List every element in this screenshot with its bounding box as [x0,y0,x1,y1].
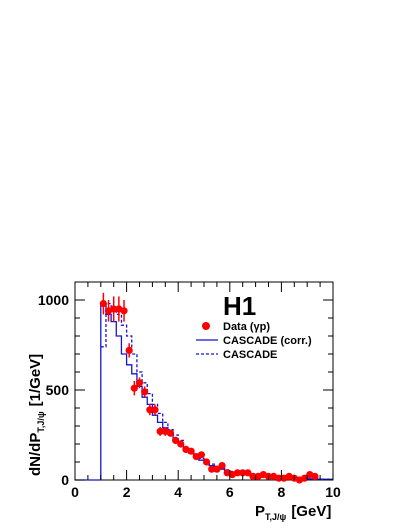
data-point [156,427,164,435]
x-tick-label: 6 [226,484,234,500]
data-point [208,465,216,473]
data-point [244,469,252,477]
legend: Data (γp) CASCADE (corr.) CASCADE [196,321,312,361]
data-point [187,447,195,455]
x-axis-title-sub: T,J/ψ [265,512,287,522]
data-point [202,458,211,466]
x-tick-label: 4 [174,484,182,500]
data-point [311,472,319,480]
data-point [239,469,247,477]
data-point [249,472,257,480]
data-point [110,305,118,313]
data-point [172,436,180,444]
legend-cascade-label: CASCADE [223,349,277,361]
x-tick-label: 10 [325,484,341,500]
data-point [197,451,206,459]
legend-cascade-corr-label: CASCADE (corr.) [223,335,312,347]
y-axis-title: dN/dPT,J/ψ [1/GeV] [27,354,46,476]
x-tick-label: 8 [278,484,286,500]
x-axis-title-main: P [255,503,265,520]
data-point [166,429,175,437]
x-axis-title: PT,J/ψ [GeV] [255,503,331,522]
x-tick-label: 0 [71,484,79,500]
data-point [120,307,128,315]
legend-data-label: Data (γp) [223,321,270,333]
data-points [99,292,319,484]
y-axis-ticks: 0 500 1000 [38,281,333,488]
x-axis-title-unit: [GeV] [291,503,331,520]
data-point [146,406,154,414]
data-point [141,388,149,396]
legend-data-marker [202,322,210,330]
data-point [177,440,185,448]
x-tick-label: 2 [123,484,131,500]
data-point [301,474,309,482]
data-point [135,379,144,387]
y-axis-title-main: dN/dP [27,433,44,476]
experiment-label: H1 [223,291,256,321]
y-axis-title-sub: T,J/ψ [36,411,46,433]
y-tick-label: 1000 [38,292,69,308]
data-point [130,384,138,392]
y-tick-label: 0 [61,472,69,488]
y-tick-label: 500 [46,382,70,398]
x-axis-ticks: 0 2 4 6 8 10 [71,282,341,500]
data-point [275,474,283,482]
data-point [99,300,107,308]
data-point [151,406,159,414]
y-axis-title-unit: [1/GeV] [27,354,44,407]
data-point [233,469,242,477]
data-point [213,465,221,473]
data-point [125,346,133,354]
data-point [218,462,226,470]
